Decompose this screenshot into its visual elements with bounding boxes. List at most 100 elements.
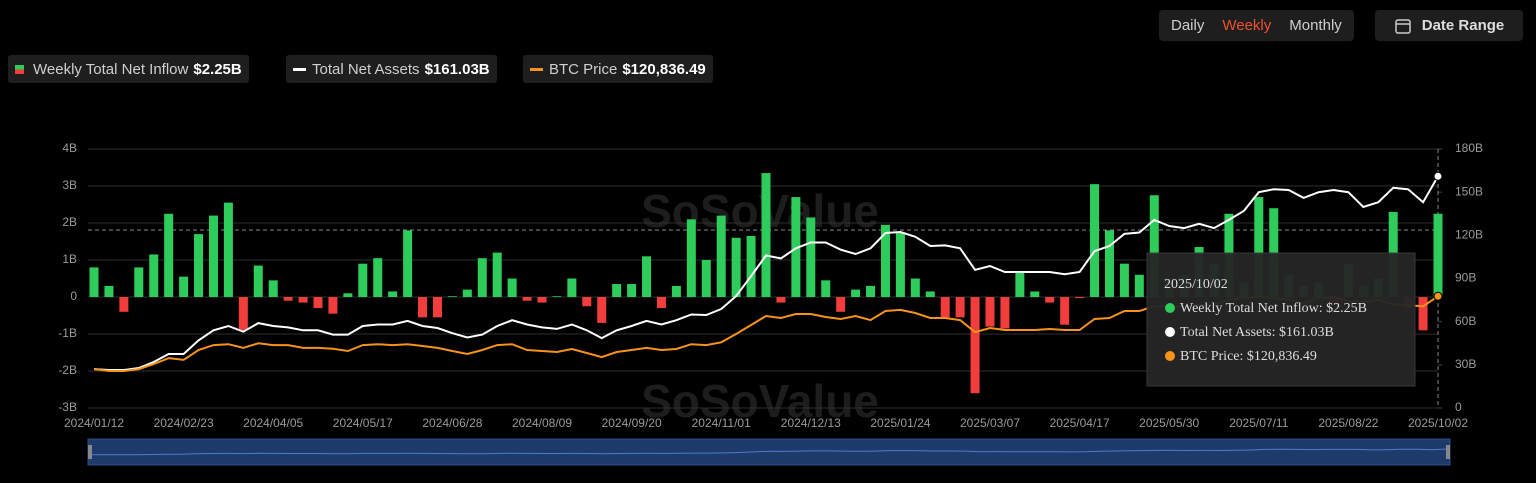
bar (1090, 184, 1100, 297)
y-tick-label: -1B (58, 326, 77, 340)
bar (582, 297, 592, 307)
bar (686, 219, 696, 297)
bar (656, 297, 666, 309)
bar (418, 297, 428, 318)
period-button[interactable]: Daily (1171, 17, 1205, 34)
bar (836, 297, 846, 312)
legend-item[interactable]: Total Net Assets $161.03B (286, 55, 497, 83)
bar (1358, 285, 1368, 297)
x-tick-label: 2024/11/01 (692, 416, 751, 430)
bar (1075, 297, 1085, 299)
bar (731, 237, 741, 297)
watermark: SoSoValue (641, 375, 879, 427)
period-switch: Daily Weekly Monthly (1159, 10, 1354, 41)
bar (1179, 274, 1189, 297)
bar (1314, 282, 1324, 297)
y-tick-label: -3B (58, 400, 77, 414)
y-tick-label: 3B (62, 178, 77, 192)
bar (1269, 208, 1279, 297)
bar (388, 291, 398, 297)
bar (238, 297, 248, 331)
bar (627, 284, 637, 297)
x-tick-label: 2024/08/09 (512, 416, 572, 430)
bar (403, 230, 413, 297)
bar (1209, 263, 1219, 297)
bar (373, 258, 383, 297)
bar (1328, 297, 1338, 305)
period-button[interactable]: Weekly (1222, 17, 1272, 34)
watermark: SoSoValue (641, 185, 879, 237)
bar (194, 234, 204, 297)
x-tick-label: 2024/12/13 (781, 416, 841, 430)
y2-tick-label: 120B (1455, 228, 1483, 242)
bar (358, 263, 368, 297)
legend-item[interactable]: BTC Price $120,836.49 (523, 55, 713, 83)
bar (851, 289, 861, 297)
x-tick-label: 2024/09/20 (602, 416, 662, 430)
bar (1000, 297, 1010, 329)
bar (567, 278, 577, 297)
tooltip: 2025/10/02 Weekly Total Net Inflow: $2.25… (1146, 252, 1416, 387)
bar (880, 224, 890, 297)
bar (1149, 195, 1159, 297)
x-tick-label: 2024/06/28 (422, 416, 482, 430)
bar (343, 293, 353, 297)
bar (597, 297, 607, 323)
bar (746, 235, 756, 297)
date-range-label: Date Range (1421, 17, 1505, 34)
x-tick-label: 2025/01/24 (870, 416, 930, 430)
x-tick-label: 2024/04/05 (243, 416, 303, 430)
x-tick-label: 2024/05/17 (333, 416, 393, 430)
tooltip-date: 2025/10/02 (1164, 277, 1228, 292)
bar (149, 254, 159, 297)
bar (462, 289, 472, 297)
bar (1254, 197, 1264, 297)
y2-tick-label: 60B (1455, 314, 1476, 328)
navigator-handle[interactable] (88, 445, 92, 459)
bar (552, 296, 562, 298)
legend-value: $120,836.49 (622, 60, 706, 78)
line (93, 295, 1439, 372)
tooltip-dot (1165, 351, 1175, 361)
bar (507, 278, 517, 297)
y2-tick-label: 90B (1455, 271, 1476, 285)
legend-label: Total Net Assets (312, 60, 420, 78)
legend-item[interactable]: Weekly Total Net Inflow $2.25B (8, 55, 249, 83)
legend-value: $2.25B (193, 60, 242, 78)
bar (223, 202, 233, 297)
tooltip-item: BTC Price: $120,836.49 (1180, 349, 1317, 364)
bar (522, 297, 532, 301)
bar (940, 297, 950, 318)
x-tick-label: 2024/02/23 (154, 416, 214, 430)
y2-tick-label: 150B (1455, 184, 1483, 198)
bar (1388, 211, 1398, 297)
x-tick-label: 2025/05/30 (1139, 416, 1199, 430)
bar (119, 297, 129, 312)
tooltip-dot (1165, 303, 1175, 313)
bar (1164, 278, 1174, 297)
y-tick-label: 4B (62, 141, 77, 155)
bar (925, 291, 935, 297)
bar (866, 285, 876, 297)
x-tick-label: 2025/08/22 (1318, 416, 1378, 430)
calendar-icon (1394, 18, 1411, 34)
tooltip-dot (1165, 327, 1175, 337)
bar (671, 285, 681, 297)
tooltip-box (1146, 252, 1416, 387)
hover-dot (1433, 291, 1443, 301)
legend-label: Weekly Total Net Inflow (33, 60, 189, 78)
bar (806, 217, 816, 297)
bar (253, 265, 263, 297)
bar (1134, 274, 1144, 297)
bar (1015, 271, 1025, 297)
navigator-handle[interactable] (1446, 445, 1450, 459)
bar (492, 252, 502, 297)
bar (1194, 247, 1204, 297)
legend-value: $161.03B (424, 60, 490, 78)
bar (910, 278, 920, 297)
bar (1224, 213, 1234, 297)
y2-tick-label: 0 (1455, 400, 1462, 414)
period-button[interactable]: Monthly (1289, 17, 1342, 34)
legend-label: BTC Price (549, 60, 618, 78)
date-range-button[interactable]: Date Range (1375, 10, 1523, 41)
